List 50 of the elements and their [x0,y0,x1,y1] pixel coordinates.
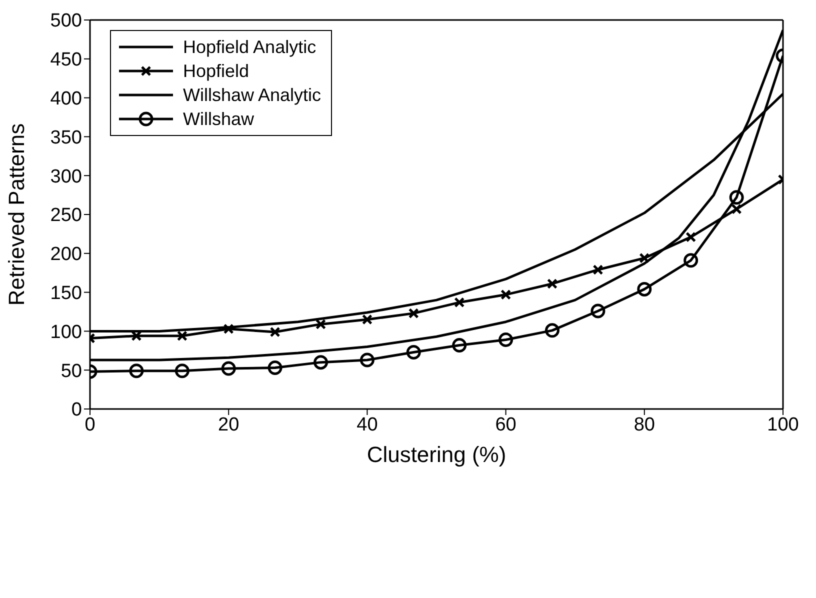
x-tick-label: 80 [634,414,655,436]
x-tick-label: 0 [84,414,96,436]
legend-label: Hopfield Analytic [183,36,316,58]
y-tick-label: 50 [60,360,82,382]
point [639,252,650,264]
legend-label: Hopfield [183,60,250,82]
y-tick-label: 100 [50,322,82,343]
point [684,253,698,268]
point [174,364,190,378]
y-tick-label: 250 [50,205,82,226]
y-tick-label: 400 [50,88,82,110]
point [408,308,419,319]
point [360,352,374,368]
y-tick-label: 0 [71,400,82,421]
point [500,289,512,300]
legend-label: Willshaw Analytic [183,84,322,106]
point [731,204,742,214]
y-tick-label: 350 [50,127,82,148]
point [268,360,282,376]
y-tick-label: 300 [50,166,82,188]
point [176,330,188,342]
point [316,318,326,330]
y-tick-label: 150 [50,283,82,304]
point [406,344,421,360]
point [637,282,652,296]
x-tick-label: 100 [767,414,799,436]
point [729,190,744,205]
point [362,314,372,325]
x-tick-label: 20 [218,414,240,436]
point [452,338,467,352]
y-tick-label: 200 [50,244,82,266]
y-axis-title: Retrieved Patterns [4,123,29,306]
point [544,323,560,338]
legend-label: Willshaw [183,108,254,130]
point [686,232,696,242]
x-axis-title: Clustering (%) [366,442,506,467]
point [270,326,280,338]
point [592,264,604,275]
x-tick-label: 60 [495,414,516,436]
x-tick-label: 40 [356,414,378,436]
point [223,324,234,334]
point [314,355,328,370]
point [129,364,144,378]
point [590,304,606,318]
point [546,278,558,289]
y-tick-label: 450 [50,50,82,71]
point [498,332,514,348]
point [221,361,236,376]
y-tick-label: 500 [50,10,82,32]
point [454,297,465,308]
